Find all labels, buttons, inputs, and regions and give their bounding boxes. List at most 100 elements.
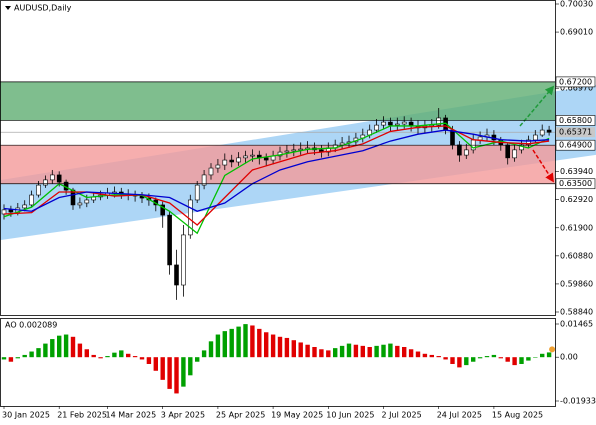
ao-bar: [291, 340, 296, 358]
ao-bar: [15, 357, 20, 359]
ao-bar: [201, 350, 207, 358]
level-label: 0.65800: [559, 116, 592, 125]
ao-bar: [326, 350, 331, 358]
ao-bar: [367, 346, 372, 358]
indicator-tick-label: 0.01465: [560, 320, 593, 329]
zone: [0, 81, 555, 121]
ao-bar: [443, 357, 448, 360]
candle-body: [250, 154, 255, 157]
candle-body: [243, 155, 248, 159]
ao-bar: [77, 343, 83, 358]
ao-bar: [333, 348, 338, 358]
candle-body: [457, 144, 462, 156]
ao-bar: [270, 334, 276, 358]
x-tick-label: 2 Jul 2025: [382, 411, 422, 420]
candle-body: [505, 144, 511, 159]
ao-bar: [457, 357, 462, 368]
candle-body: [22, 204, 28, 209]
candle-body: [77, 202, 83, 206]
candle-body: [194, 184, 200, 201]
ao-bar: [208, 341, 214, 358]
ao-bar: [1, 357, 7, 360]
ao-bar: [243, 324, 248, 358]
candle-body: [167, 214, 172, 266]
candle-body: [532, 134, 538, 141]
ao-bar: [450, 357, 455, 364]
ao-bar: [546, 352, 552, 358]
x-tick-label: 10 Jun 2025: [326, 411, 374, 420]
ao-bar: [160, 357, 165, 380]
ao-bar: [505, 357, 510, 362]
level-tag: [555, 76, 596, 88]
moving-average: [3, 122, 550, 235]
candle-body: [450, 129, 455, 146]
ao-bar: [360, 345, 365, 358]
y-tick-label: 0.63940: [560, 167, 593, 176]
moving-average: [3, 125, 550, 226]
candle-body: [229, 159, 234, 163]
x-tick-label: 15 Aug 2025: [492, 411, 543, 420]
ao-bar: [381, 344, 386, 358]
ao-bar: [339, 345, 345, 358]
zone: [0, 145, 555, 184]
indicator-tick-label: -0.019338: [560, 397, 596, 406]
candle-body: [539, 129, 545, 136]
level-tag: [555, 178, 596, 190]
candle-body: [49, 174, 55, 181]
ao-bar: [298, 342, 303, 358]
ao-bar: [236, 326, 241, 358]
level-label: 0.67200: [559, 77, 592, 86]
ao-bar: [195, 357, 200, 362]
ao-bar: [139, 357, 145, 360]
candle-body: [174, 264, 179, 286]
ao-bar: [464, 357, 469, 366]
ao-bar: [70, 336, 76, 358]
level-label: 0.63500: [559, 179, 592, 188]
up-arrow: [519, 85, 555, 127]
candle-body: [181, 234, 186, 286]
ao-bar: [146, 357, 152, 364]
ao-bar: [519, 357, 524, 364]
candle-body: [381, 121, 386, 126]
ao-bar: [181, 357, 186, 387]
ao-bar: [57, 335, 62, 358]
candle-body: [36, 184, 41, 196]
candle-body: [43, 179, 48, 186]
ao-bar: [374, 345, 379, 358]
ao-bar: [540, 353, 545, 358]
ao-bar: [229, 328, 234, 358]
ao-bar: [126, 353, 131, 358]
ao-bar: [98, 357, 103, 359]
candle-body: [160, 204, 165, 216]
ao-bar: [305, 344, 310, 358]
ao-bar: [8, 357, 14, 362]
x-tick-label: 21 Feb 2025: [57, 411, 107, 420]
candle-body: [512, 149, 517, 159]
ao-bar: [284, 337, 290, 358]
y-tick-label: 0.70030: [560, 0, 593, 9]
ao-bar: [471, 357, 476, 362]
candle-body: [388, 121, 393, 126]
x-tick-label: 25 Apr 2025: [216, 411, 265, 420]
candle-body: [263, 157, 269, 161]
candle-body: [401, 121, 407, 125]
ao-bar: [264, 332, 269, 358]
ao-bar: [257, 328, 262, 358]
y-tick-label: 0.59860: [560, 279, 593, 288]
ao-bar: [22, 354, 27, 358]
candle-body: [546, 129, 552, 133]
x-tick-label: 19 May 2025: [271, 411, 323, 420]
ao-bar: [105, 356, 110, 358]
ao-bar: [408, 349, 414, 358]
candle-body: [374, 124, 379, 131]
ao-bar: [402, 346, 407, 358]
ao-bar: [526, 357, 531, 361]
x-tick-label: 24 Jul 2025: [437, 411, 482, 420]
ao-bar: [498, 357, 503, 359]
y-tick-label: 0.58840: [560, 308, 593, 317]
ao-bar: [353, 344, 359, 358]
candle-body: [208, 167, 214, 176]
candle-body: [29, 194, 34, 206]
ao-bar: [36, 348, 41, 358]
